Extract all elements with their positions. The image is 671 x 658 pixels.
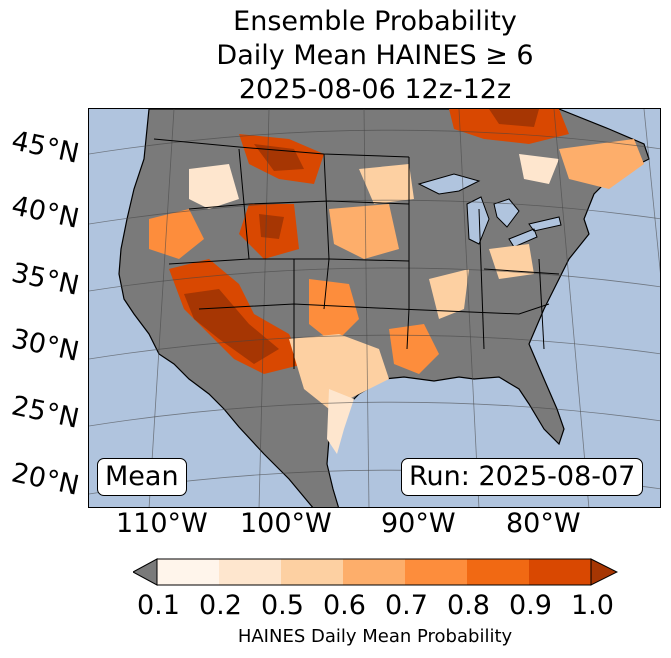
colorbar-bin-1 [219, 559, 281, 585]
lat-label-45n: 45°N [8, 125, 82, 170]
lon-label-90w: 90°W [381, 508, 456, 539]
colorbar-tick: 1.0 [571, 590, 614, 621]
title-line-1: Ensemble Probability [233, 6, 517, 37]
probability-fill [149, 109, 644, 454]
colorbar-tick: 0.2 [199, 590, 242, 621]
lon-label-100w: 100°W [240, 508, 332, 539]
lat-label-35n: 35°N [8, 257, 82, 302]
colorbar-tick: 0.6 [323, 590, 366, 621]
lat-label-40n: 40°N [8, 190, 82, 235]
graticule [89, 109, 660, 507]
map-svg [89, 109, 660, 507]
colorbar-bin-6 [529, 559, 591, 585]
colorbar-under-arrow [133, 558, 158, 586]
colorbar-bin-3 [343, 559, 405, 585]
colorbar-bin-0 [157, 559, 219, 585]
colorbar-tick: 0.5 [261, 590, 304, 621]
colorbar-tick: 0.7 [385, 590, 428, 621]
colorbar-tick: 0.1 [137, 590, 180, 621]
lat-label-25n: 25°N [8, 390, 82, 435]
run-badge: Run: 2025-08-07 [401, 458, 644, 496]
state-borders [153, 138, 560, 369]
title-line-3: 2025-08-06 12z-12z [238, 74, 512, 105]
lat-label-20n: 20°N [8, 457, 82, 502]
colorbar-label: HAINES Daily Mean Probability [237, 626, 513, 647]
mean-badge: Mean [97, 458, 187, 496]
colorbar-over-arrow [590, 558, 618, 586]
lat-label-30n: 30°N [8, 323, 82, 368]
colorbar [133, 558, 618, 586]
colorbar-bin-5 [467, 559, 529, 585]
colorbar-bin-2 [281, 559, 343, 585]
colorbar-bin-4 [405, 559, 467, 585]
great-lakes [417, 173, 562, 248]
colorbar-tick: 0.9 [509, 590, 552, 621]
colorbar-tick: 0.8 [447, 590, 490, 621]
lon-label-110w: 110°W [116, 508, 208, 539]
title-line-2: Daily Mean HAINES ≥ 6 [216, 40, 534, 71]
lon-label-80w: 80°W [506, 508, 581, 539]
map-panel [88, 108, 661, 508]
